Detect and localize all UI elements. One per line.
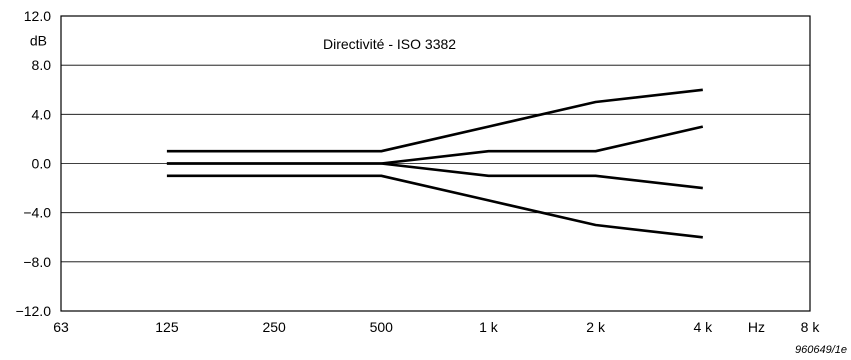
y-tick-label: 4.0 xyxy=(32,106,52,122)
y-tick-label: −8.0 xyxy=(23,254,51,270)
x-tick-label: 4 k xyxy=(693,319,713,335)
x-tick-label: 1 k xyxy=(479,319,499,335)
series-line-1 xyxy=(167,90,703,151)
series-line-4 xyxy=(167,176,703,238)
y-tick-label: 12.0 xyxy=(24,8,51,24)
x-tick-label: 63 xyxy=(53,319,69,335)
y-tick-label: −12.0 xyxy=(16,303,52,319)
x-tick-label: 2 k xyxy=(586,319,606,335)
x-tick-label: 8 k xyxy=(801,319,821,335)
chart-title: Directivité - ISO 3382 xyxy=(323,36,456,52)
x-tick-label: 500 xyxy=(370,319,394,335)
x-axis-unit-label: Hz xyxy=(748,319,765,335)
y-tick-label: 0.0 xyxy=(32,156,52,172)
y-tick-label: −4.0 xyxy=(23,205,51,221)
figure-code: 960649/1e xyxy=(795,344,847,356)
x-tick-label: 250 xyxy=(262,319,286,335)
x-tick-labels: 63 125 250 500 1 k 2 k 4 k 8 k xyxy=(53,319,820,335)
series-line-2 xyxy=(167,127,703,164)
y-tick-label: 8.0 xyxy=(32,57,52,73)
y-tick-labels: −12.0 −8.0 −4.0 0.0 4.0 8.0 12.0 xyxy=(16,8,52,319)
y-axis-unit-label: dB xyxy=(30,33,47,49)
x-tick-label: 125 xyxy=(155,319,179,335)
